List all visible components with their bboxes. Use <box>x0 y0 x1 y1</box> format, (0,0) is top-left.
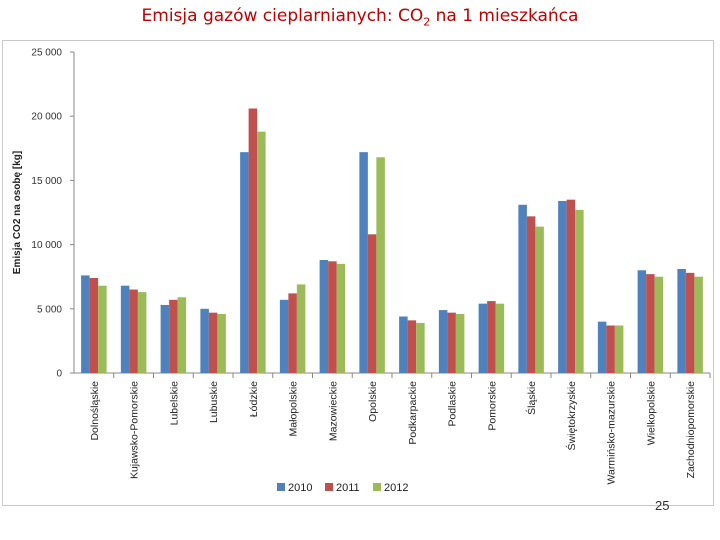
bar-2012 <box>137 292 147 373</box>
bar-2011 <box>526 216 536 373</box>
bar-2012 <box>177 297 187 373</box>
bar-2011 <box>89 277 99 373</box>
bar-2011 <box>208 312 218 373</box>
title-rest: na 1 mieszkańca <box>430 6 579 26</box>
bar-2011 <box>606 325 615 373</box>
page-number: 25 <box>655 498 670 513</box>
bar-2010 <box>558 200 567 373</box>
bar-2012 <box>654 276 664 373</box>
category-label: Podlaskie <box>447 381 459 427</box>
category-label: Pomorskie <box>486 381 498 431</box>
bar-2010 <box>597 321 607 373</box>
bar-2010 <box>200 308 209 373</box>
category-label: Śląskie <box>525 381 538 415</box>
bar-2010 <box>438 310 448 373</box>
bar-2011 <box>169 299 178 373</box>
bar-2010 <box>359 152 368 373</box>
legend-label-2010: 2010 <box>288 482 312 494</box>
bar-2010 <box>120 285 130 373</box>
bar-2012 <box>495 303 505 373</box>
category-label: Opolskie <box>367 381 379 422</box>
chart-frame <box>2 40 714 506</box>
bar-2011 <box>288 293 297 373</box>
y-tick-label: 20 000 <box>31 112 62 123</box>
bar-2010 <box>637 270 647 373</box>
category-label: Podkarpackie <box>407 381 419 445</box>
bar-2011 <box>685 272 695 373</box>
bar-2010 <box>279 299 289 373</box>
category-label: Wielkopolskie <box>645 381 657 445</box>
category-label: Lubuskie <box>208 381 220 423</box>
bar-2011 <box>248 108 258 373</box>
y-tick-label: 15 000 <box>31 176 62 187</box>
bar-2011 <box>447 312 456 373</box>
y-tick-label: 0 <box>56 369 62 380</box>
category-label: Mazowieckie <box>327 381 339 441</box>
title-main: Emisja gazów cieplarnianych: CO <box>141 6 424 26</box>
legend-label-2012: 2012 <box>384 482 408 494</box>
bar-2012 <box>217 313 226 373</box>
bar-2011 <box>407 320 417 373</box>
bar-2012 <box>98 285 107 373</box>
bar-2011 <box>328 261 337 373</box>
bar-2010 <box>319 260 329 373</box>
bar-2012 <box>575 209 584 373</box>
category-label: Dolnośląskie <box>89 381 101 441</box>
bar-2012 <box>376 157 385 373</box>
bar-2010 <box>240 152 249 373</box>
bar-2010 <box>81 275 90 373</box>
bar-2010 <box>478 303 488 373</box>
category-label: Małopolskie <box>288 381 300 437</box>
category-label: Świętokrzyskie <box>565 381 578 451</box>
bar-2012 <box>455 313 465 373</box>
bar-2012 <box>296 284 306 373</box>
y-axis-label: Emisja CO2 na osobę [kg] <box>12 151 23 274</box>
y-tick-label: 5 000 <box>37 304 62 315</box>
bar-2012 <box>416 322 425 373</box>
bar-2011 <box>129 289 138 373</box>
y-tick-label: 25 000 <box>31 48 62 59</box>
category-label: Warmińsko-mazurskie <box>606 381 618 485</box>
bar-2010 <box>399 316 408 373</box>
category-label: Lubelskie <box>168 381 180 426</box>
bar-2012 <box>336 263 346 373</box>
category-label: Zachodniopomorskie <box>685 381 697 479</box>
bar-2011 <box>487 301 496 373</box>
legend-swatch-2010 <box>277 483 285 491</box>
chart-title: Emisja gazów cieplarnianych: CO2 na 1 mi… <box>0 6 720 28</box>
bar-2011 <box>566 199 576 373</box>
bar-2011 <box>367 234 377 373</box>
bar-2010 <box>518 204 527 373</box>
bar-2010 <box>160 304 170 373</box>
legend-swatch-2012 <box>373 483 381 491</box>
y-tick-label: 10 000 <box>31 240 62 251</box>
legend-label-2011: 2011 <box>336 482 360 494</box>
title-subscript: 2 <box>423 15 431 29</box>
bar-2010 <box>677 268 686 373</box>
bar-2012 <box>614 325 624 373</box>
bar-2012 <box>535 226 544 373</box>
legend-swatch-2011 <box>325 483 333 491</box>
category-label: Kujawsko-Pomorskie <box>129 381 141 479</box>
bar-2012 <box>694 276 703 373</box>
bar-2011 <box>646 274 655 373</box>
category-label: Łódzkie <box>248 381 260 417</box>
bar-2012 <box>257 131 266 373</box>
